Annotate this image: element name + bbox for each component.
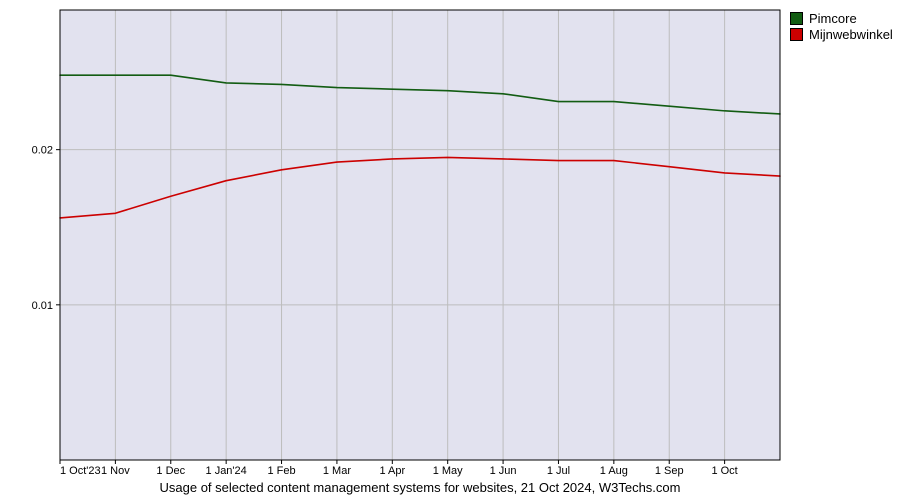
y-tick-label: 0.01 bbox=[32, 300, 53, 312]
x-tick-label: 1 May bbox=[433, 465, 463, 477]
x-tick-label: 1 Mar bbox=[323, 465, 351, 477]
x-tick-label: 1 Jan'24 bbox=[206, 465, 247, 477]
x-tick-label: 1 Aug bbox=[600, 465, 628, 477]
x-tick-label: 1 Jul bbox=[547, 465, 570, 477]
x-tick-label: 1 Oct bbox=[711, 465, 737, 477]
chart-legend: PimcoreMijnwebwinkel bbox=[790, 10, 893, 42]
legend-swatch bbox=[790, 12, 803, 25]
legend-label: Pimcore bbox=[809, 11, 857, 26]
legend-item: Pimcore bbox=[790, 10, 893, 26]
x-tick-label: 1 Apr bbox=[379, 465, 405, 477]
x-tick-label: 1 Dec bbox=[156, 465, 185, 477]
x-tick-label: 1 Nov bbox=[101, 465, 130, 477]
legend-item: Mijnwebwinkel bbox=[790, 26, 893, 42]
x-tick-label: 1 Oct'23 bbox=[60, 465, 101, 477]
legend-label: Mijnwebwinkel bbox=[809, 27, 893, 42]
legend-swatch bbox=[790, 28, 803, 41]
x-tick-label: 1 Sep bbox=[655, 465, 684, 477]
chart-caption: Usage of selected content management sys… bbox=[60, 480, 780, 495]
x-tick-label: 1 Feb bbox=[267, 465, 295, 477]
y-tick-label: 0.02 bbox=[32, 145, 53, 157]
cms-usage-line-chart: 1 Oct'231 Nov 1 Dec 1 Jan'24 1 Feb 1 Mar 1 Ap… bbox=[0, 0, 900, 500]
x-tick-label: 1 Jun bbox=[490, 465, 517, 477]
